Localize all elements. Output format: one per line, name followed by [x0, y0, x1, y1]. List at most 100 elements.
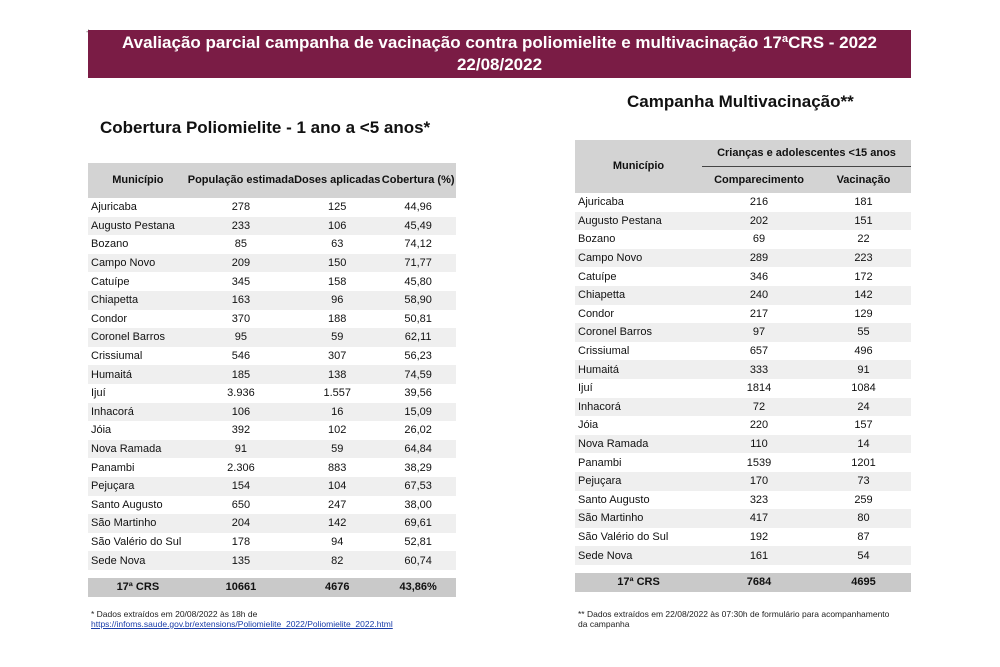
table-row: Ajuricaba 216 181	[575, 193, 911, 212]
total-label: 17ª CRS	[575, 572, 702, 592]
table-row: São Martinho 204 142 69,61	[88, 514, 456, 533]
value-cell: 63	[331, 238, 344, 251]
table-row: Crissiumal 657 496	[575, 342, 911, 361]
value-cell: 59	[294, 439, 381, 459]
multivac-table: Município Crianças e adolescentes <15 an…	[575, 140, 911, 592]
value-cell: 307	[328, 350, 347, 363]
value-cell: 135	[187, 551, 295, 570]
total-label: 17ª CRS	[88, 577, 188, 597]
value-cell: 2.306	[227, 461, 255, 474]
value-cell: 650	[231, 498, 251, 511]
polio-total-row: 17ª CRS 10661 4676 43,86%	[88, 577, 456, 597]
value-cell: 106	[187, 402, 295, 422]
value-cell: 233	[187, 216, 295, 236]
value-cell: 38,00	[404, 498, 432, 511]
value-cell: 55	[816, 323, 911, 342]
title-line-2: 22/08/2022	[456, 55, 543, 74]
table-row: Chiapetta 163 96 58,90	[88, 290, 456, 310]
value-cell: 59	[294, 328, 381, 347]
municipio-cell: Pejuçara	[575, 471, 702, 491]
municipio-cell: São Valério do Sul	[91, 535, 182, 548]
value-cell: 64,84	[380, 439, 456, 459]
multivac-col-municipio: Município	[575, 140, 702, 193]
value-cell: 204	[187, 514, 295, 533]
table-row: Condor 217 129	[575, 305, 911, 324]
polio-col-municipio: Município	[88, 163, 188, 198]
value-cell: 91	[187, 439, 295, 459]
value-cell: 185	[187, 365, 295, 384]
table-row: Ajuricaba 278 125 44,96	[88, 198, 456, 217]
value-cell: 72	[702, 397, 816, 417]
value-cell: 14	[816, 434, 911, 454]
value-cell: 96	[294, 290, 381, 310]
value-cell: 188	[328, 312, 347, 325]
value-cell: 73	[816, 471, 911, 491]
value-cell: 163	[187, 290, 295, 310]
value-cell: 39,56	[404, 387, 432, 400]
value-cell: 209	[187, 253, 295, 273]
value-cell: 161	[702, 546, 816, 565]
value-cell: 178	[231, 535, 251, 548]
value-cell: 496	[854, 345, 873, 358]
value-cell: 192	[749, 530, 769, 543]
municipio-cell: Augusto Pestana	[88, 216, 188, 236]
polio-col-cobertura: Cobertura (%)	[380, 163, 456, 198]
table-row: Chiapetta 240 142	[575, 285, 911, 305]
municipio-cell: Santo Augusto	[91, 498, 163, 511]
value-cell: 392	[231, 424, 251, 437]
value-cell: 74,59	[380, 365, 456, 384]
municipio-cell: Augusto Pestana	[575, 211, 702, 231]
municipio-cell: Santo Augusto	[578, 493, 650, 506]
value-cell: 102	[328, 424, 347, 437]
value-cell: 62,11	[380, 328, 456, 347]
polio-table: Município População estimada Doses aplic…	[88, 163, 456, 597]
value-cell: 97	[702, 323, 816, 342]
value-cell: 95	[187, 328, 295, 347]
value-cell: 289	[702, 248, 816, 268]
value-cell: 1084	[851, 382, 876, 395]
multivac-header-row-2: Comparecimento Vacinação	[575, 166, 911, 193]
value-cell: 240	[702, 285, 816, 305]
value-cell: 44,96	[404, 201, 432, 214]
municipio-cell: Inhacorá	[575, 397, 702, 417]
value-cell: 1.557	[323, 387, 351, 400]
total-populacao: 10661	[187, 577, 295, 597]
table-row: Catuípe 345 158 45,80	[88, 272, 456, 291]
polio-footnote: * Dados extraídos em 20/08/2022 às 18h d…	[91, 609, 393, 629]
municipio-cell: Chiapetta	[88, 290, 188, 310]
value-cell: 1814	[746, 382, 772, 395]
value-cell: 104	[294, 476, 381, 496]
table-row: Humaitá 185 138 74,59	[88, 365, 456, 384]
multivac-total-row: 17ª CRS 7684 4695	[575, 572, 911, 592]
multivac-header-row-1: Município Crianças e adolescentes <15 an…	[575, 140, 911, 193]
spacer-cell	[88, 569, 456, 578]
value-cell: 142	[816, 285, 911, 305]
table-row: Pejuçara 170 73	[575, 471, 911, 491]
value-cell: 82	[294, 551, 381, 570]
value-cell: 172	[854, 270, 873, 283]
municipio-cell: Condor	[578, 307, 615, 320]
municipio-cell: Crissiumal	[578, 345, 630, 358]
table-row: Bozano 85 63 74,12	[88, 235, 456, 254]
municipio-cell: Inhacorá	[88, 402, 188, 422]
value-cell: 223	[816, 248, 911, 268]
table-row: Ijuí 3.936 1.557 39,56	[88, 384, 456, 403]
table-row: Pejuçara 154 104 67,53	[88, 476, 456, 496]
table-row: Augusto Pestana 233 106 45,49	[88, 216, 456, 236]
municipio-cell: Humaitá	[575, 360, 702, 379]
table-row: Campo Novo 209 150 71,77	[88, 253, 456, 273]
polio-source-link[interactable]: https://infoms.saude.gov.br/extensions/P…	[91, 619, 393, 629]
table-row: Humaitá 333 91	[575, 360, 911, 379]
value-cell: 60,74	[380, 551, 456, 570]
municipio-cell: Jóia	[578, 419, 599, 432]
value-cell: 38,29	[404, 461, 432, 474]
table-row: Coronel Barros 97 55	[575, 323, 911, 342]
municipio-cell: Ajuricaba	[91, 201, 137, 214]
municipio-cell: Sede Nova	[575, 546, 702, 565]
value-cell: 217	[749, 307, 769, 320]
value-cell: 85	[234, 238, 248, 251]
value-cell: 158	[328, 275, 347, 288]
value-cell: 52,81	[404, 535, 432, 548]
table-row: São Martinho 417 80	[575, 509, 911, 528]
value-cell: 323	[749, 493, 769, 506]
